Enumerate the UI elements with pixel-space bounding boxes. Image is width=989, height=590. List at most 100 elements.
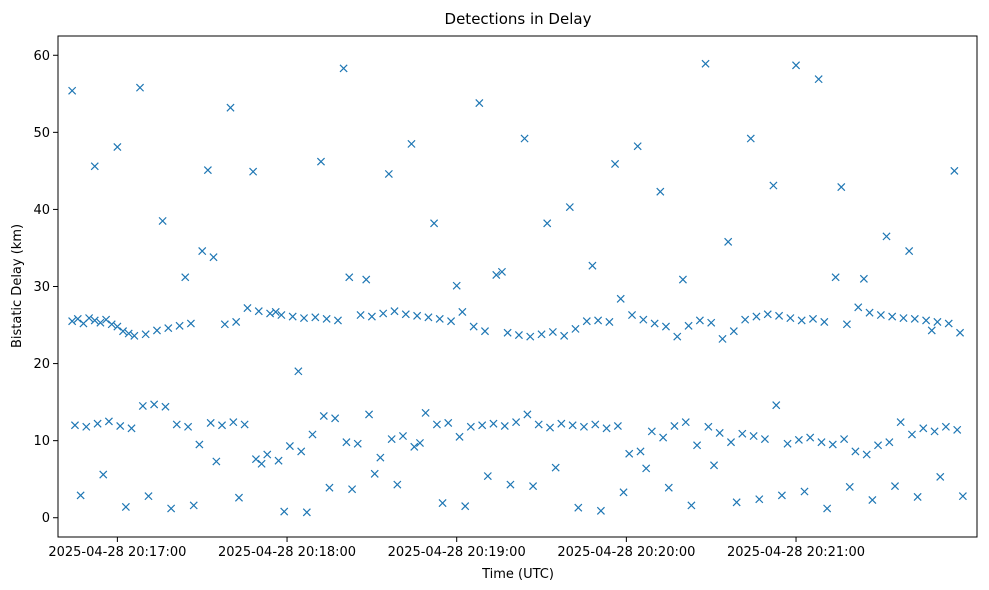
data-point xyxy=(910,314,919,323)
data-point xyxy=(865,308,874,317)
data-point xyxy=(73,314,82,323)
data-point xyxy=(299,314,309,323)
data-point xyxy=(90,162,99,171)
data-point xyxy=(755,495,764,504)
data-point xyxy=(616,294,625,303)
data-point xyxy=(704,422,713,431)
data-point xyxy=(257,459,266,468)
data-point xyxy=(896,418,905,427)
data-point xyxy=(560,331,569,340)
data-point xyxy=(958,492,967,501)
data-point xyxy=(150,400,159,409)
data-point xyxy=(167,504,176,513)
data-point xyxy=(480,327,490,336)
data-point xyxy=(851,447,860,456)
data-point xyxy=(854,303,863,312)
data-point xyxy=(130,331,139,340)
data-point xyxy=(203,166,212,175)
data-point xyxy=(551,463,560,472)
data-point xyxy=(99,470,108,479)
data-point xyxy=(840,435,849,444)
data-point xyxy=(876,310,885,320)
data-point xyxy=(868,495,877,505)
data-point xyxy=(817,438,826,447)
data-point xyxy=(808,314,818,323)
data-point xyxy=(749,432,758,441)
data-point xyxy=(251,455,260,464)
y-tick-label: 50 xyxy=(33,126,50,141)
data-point xyxy=(927,326,936,335)
data-point xyxy=(659,433,668,442)
data-point xyxy=(212,457,221,466)
data-point xyxy=(294,367,303,376)
data-point xyxy=(956,328,965,337)
y-tick-label: 30 xyxy=(33,280,50,295)
chart-title: Detections in Delay xyxy=(445,10,592,28)
data-point xyxy=(695,316,704,325)
data-point xyxy=(526,332,535,341)
data-point xyxy=(874,441,883,450)
data-point xyxy=(116,421,125,431)
data-point xyxy=(820,317,829,326)
data-point xyxy=(548,327,557,336)
data-point xyxy=(121,502,130,511)
data-point xyxy=(661,322,670,331)
data-point xyxy=(104,417,113,426)
y-axis-label: Bistatic Delay (km) xyxy=(10,224,25,348)
data-point xyxy=(523,410,532,419)
data-point xyxy=(229,418,238,427)
data-point xyxy=(936,472,945,481)
data-point xyxy=(356,310,365,320)
data-point xyxy=(421,408,430,417)
data-point xyxy=(277,310,286,320)
data-point xyxy=(681,418,690,427)
data-point xyxy=(845,482,854,491)
y-tick-label: 0 xyxy=(42,511,50,526)
data-point xyxy=(345,273,354,282)
data-point xyxy=(792,61,801,70)
data-point xyxy=(545,423,555,432)
data-point xyxy=(302,508,311,517)
data-point xyxy=(271,307,280,316)
data-point xyxy=(387,435,396,444)
data-point xyxy=(401,310,410,319)
data-point xyxy=(602,424,611,433)
data-point xyxy=(232,317,241,326)
x-tick-label: 2025-04-28 20:17:00 xyxy=(48,545,186,560)
data-point xyxy=(591,420,600,429)
data-point xyxy=(124,329,133,338)
data-point xyxy=(619,488,628,497)
x-axis-label: Time (UTC) xyxy=(481,567,554,582)
x-tick-label: 2025-04-28 20:18:00 xyxy=(218,545,356,560)
data-point xyxy=(90,316,99,325)
data-point xyxy=(732,498,741,507)
data-point xyxy=(152,326,161,335)
data-point xyxy=(161,402,170,411)
data-point xyxy=(543,219,552,228)
data-point xyxy=(102,315,111,324)
data-point xyxy=(365,410,374,419)
data-point xyxy=(647,427,656,436)
data-point xyxy=(483,472,492,481)
data-point xyxy=(311,313,320,322)
data-point xyxy=(319,411,328,421)
data-point xyxy=(950,166,959,175)
y-tick-label: 60 xyxy=(33,49,50,64)
data-point xyxy=(574,503,583,512)
y-tick-label: 40 xyxy=(33,203,50,218)
data-point xyxy=(882,232,891,241)
data-point xyxy=(922,316,931,325)
data-point xyxy=(217,421,227,430)
data-point xyxy=(715,428,724,437)
data-point xyxy=(96,318,105,327)
data-point xyxy=(557,419,566,428)
y-tick-label: 10 xyxy=(33,434,50,449)
data-point xyxy=(503,328,512,337)
data-point xyxy=(410,442,419,451)
data-point xyxy=(837,183,846,192)
data-point xyxy=(297,447,306,456)
data-point xyxy=(800,487,809,496)
data-point xyxy=(656,187,665,196)
data-point xyxy=(726,438,736,447)
data-point xyxy=(772,401,781,410)
